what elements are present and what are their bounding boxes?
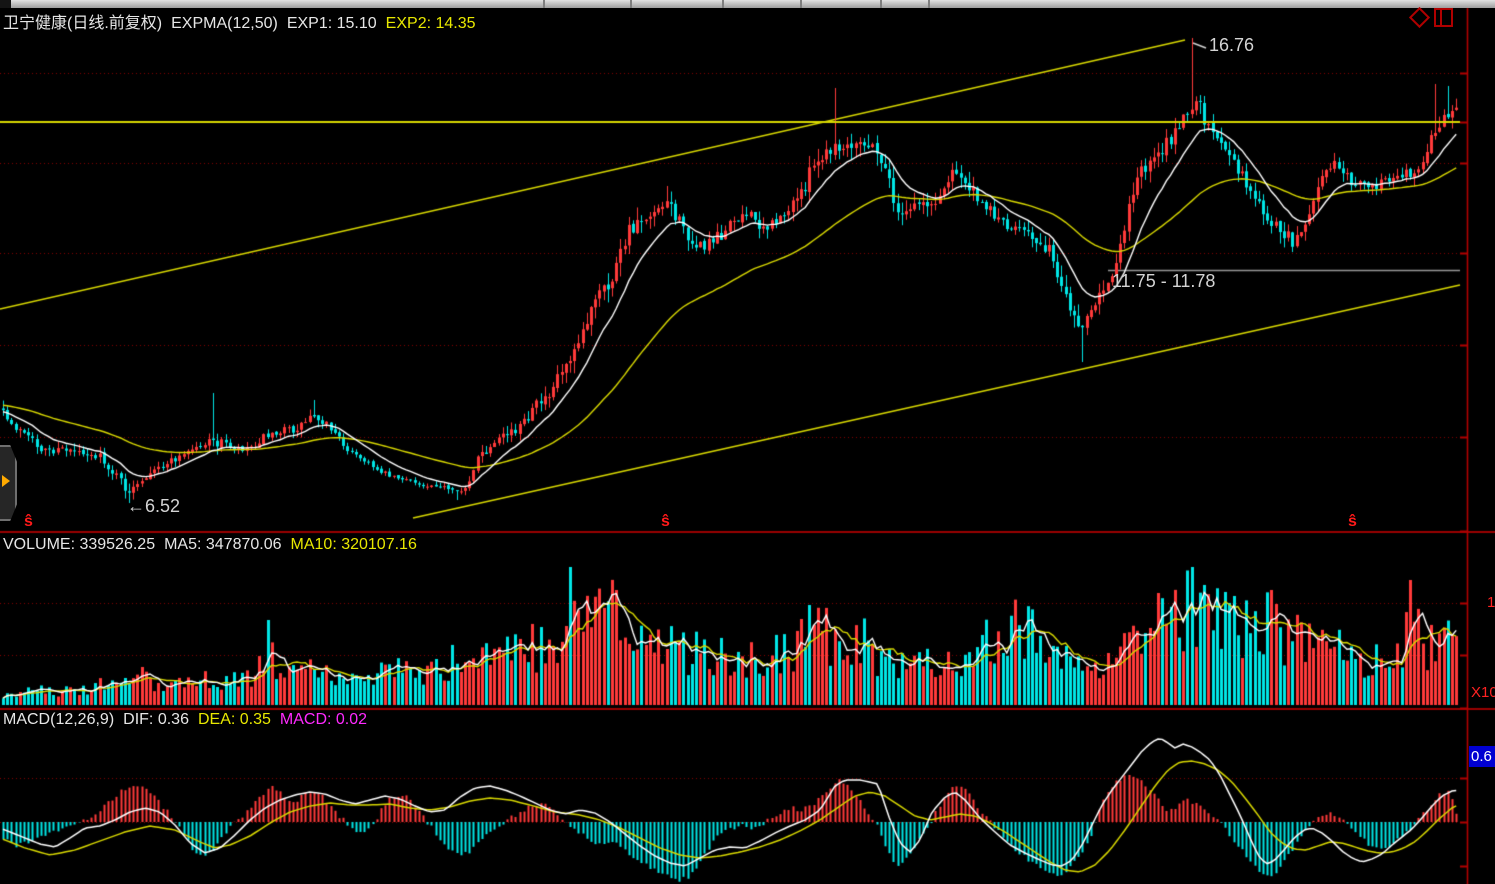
indicator-name[interactable]: EXPMA(12,50) <box>171 15 278 32</box>
strip-separator <box>543 0 545 8</box>
strip-separator <box>630 0 632 8</box>
strip-separator <box>928 0 930 8</box>
macd-last-value-badge: 0.6 <box>1469 746 1495 767</box>
exp2-value: EXP2: 14.35 <box>385 15 476 32</box>
exrights-marker[interactable]: ŝ <box>661 513 670 530</box>
stock-title: 卫宁健康(日线.前复权) <box>3 15 163 32</box>
volume-multiplier-label: X10 <box>1471 684 1495 701</box>
volume-header: VOLUME: 339526.25 MA5: 347870.06 MA10: 320… <box>3 536 426 554</box>
exrights-marker[interactable]: ŝ <box>24 513 33 530</box>
dif-value: DIF: 0.36 <box>123 711 189 728</box>
macd-value: MACD: 0.02 <box>279 711 368 728</box>
volume-value: VOLUME: 339526.25 <box>3 536 156 553</box>
dea-value: DEA: 0.35 <box>197 711 271 728</box>
macd-name[interactable]: MACD(12,26,9) <box>3 711 115 728</box>
expand-arrow-icon <box>2 475 10 487</box>
volume-axis-label: 1 <box>1487 594 1495 611</box>
vol-ma5-value: MA5: 347870.06 <box>164 536 282 553</box>
macd-header: MACD(12,26,9) DIF: 0.36 DEA: 0.35 MACD: 0.0… <box>3 711 376 729</box>
exp1-value: EXP1: 15.10 <box>286 15 377 32</box>
strip-separator <box>800 0 802 8</box>
exrights-marker[interactable]: ŝ <box>1348 513 1357 530</box>
vol-ma10-value: MA10: 320107.16 <box>290 536 417 553</box>
strip-notch <box>0 0 11 8</box>
low-price-annotation: ←6.52 <box>127 496 181 516</box>
peak-price-annotation: 16.76 <box>1209 35 1255 55</box>
price-header: 卫宁健康(日线.前复权) EXPMA(12,50) EXP1: 15.10 EXP2:… <box>3 9 485 33</box>
strip-separator <box>880 0 882 8</box>
window-top-strip <box>0 0 1495 8</box>
strip-separator <box>722 0 724 8</box>
sidebar-collapse-handle[interactable] <box>0 445 17 521</box>
gap-price-annotation: 11.75 - 11.78 <box>1112 271 1216 291</box>
split-window-icon[interactable] <box>1434 8 1453 27</box>
